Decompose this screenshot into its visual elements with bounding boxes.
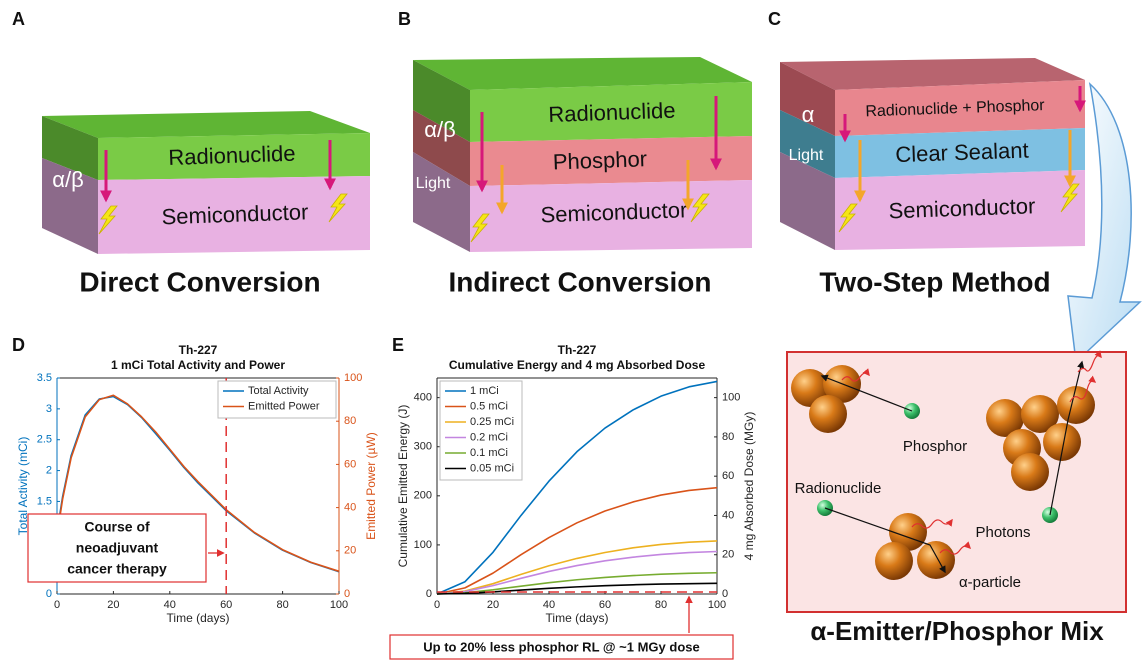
x-tick-label: 40 — [164, 599, 176, 611]
y2-axis-label: 4 mg Absorbed Dose (MGy) — [742, 412, 756, 561]
legend-label: 0.05 mCi — [470, 462, 514, 474]
layer-label: Semiconductor — [540, 197, 688, 227]
annotation: Up to 20% less phosphor RL @ ~1 MGy dose — [423, 639, 699, 654]
annotation: Course of — [84, 519, 150, 535]
layer-label: Clear Sealant — [895, 137, 1029, 167]
y-tick-label: 3 — [46, 403, 52, 415]
mix-label: Phosphor — [903, 438, 967, 455]
panel-letter: B — [398, 9, 411, 29]
side-label: α — [802, 102, 815, 127]
y2-tick-label: 60 — [722, 470, 734, 482]
panel-letter: C — [768, 9, 781, 29]
annotation: neoadjuvant — [76, 540, 159, 556]
layer-label: Radionuclide — [168, 141, 296, 170]
y-tick-label: 300 — [414, 441, 432, 453]
y2-tick-label: 80 — [344, 415, 356, 427]
legend-label: 0.1 mCi — [470, 447, 508, 459]
legend-label: Total Activity — [248, 385, 309, 397]
y-tick-label: 3.5 — [37, 372, 52, 384]
x-tick-label: 60 — [599, 599, 611, 611]
x-tick-label: 80 — [276, 599, 288, 611]
caption: Two-Step Method — [819, 266, 1050, 297]
panel-letter: A — [12, 9, 25, 29]
layer-label: Radionuclide — [548, 98, 676, 127]
x-tick-label: 60 — [220, 599, 232, 611]
y2-tick-label: 80 — [722, 431, 734, 443]
side-label: α/β — [52, 167, 84, 192]
y2-tick-label: 20 — [722, 549, 734, 561]
legend-label: Emitted Power — [248, 400, 320, 412]
legend-label: 0.25 mCi — [470, 416, 514, 428]
side-label: α/β — [424, 117, 456, 142]
chart-subtitle: 1 mCi Total Activity and Power — [111, 358, 285, 372]
panel-letter: D — [12, 335, 25, 355]
y-tick-label: 100 — [414, 539, 432, 551]
y-tick-label: 1.5 — [37, 495, 52, 507]
layer-label: Semiconductor — [888, 193, 1036, 223]
layer-label: Semiconductor — [161, 199, 309, 229]
x-tick-label: 100 — [330, 599, 348, 611]
y-tick-label: 400 — [414, 392, 432, 404]
chart-title: Th-227 — [179, 343, 218, 357]
annotation: cancer therapy — [67, 561, 167, 577]
side-label: Light — [416, 175, 451, 192]
figure: A Radionuclide Semiconductor α/β Direct … — [0, 0, 1145, 661]
layer-label: Phosphor — [552, 146, 647, 174]
legend-label: 0.2 mCi — [470, 431, 508, 443]
x-tick-label: 0 — [434, 599, 440, 611]
chart-subtitle: Cumulative Energy and 4 mg Absorbed Dose — [449, 358, 706, 372]
y-tick-label: 2.5 — [37, 434, 52, 446]
x-tick-label: 20 — [487, 599, 499, 611]
y2-axis-label: Emitted Power (µW) — [364, 432, 378, 540]
x-tick-label: 80 — [655, 599, 667, 611]
y-tick-label: 0 — [426, 588, 432, 600]
chart-title: Th-227 — [558, 343, 597, 357]
x-tick-label: 40 — [543, 599, 555, 611]
y-tick-label: 200 — [414, 490, 432, 502]
mix-label: Photons — [975, 524, 1030, 541]
y-tick-label: 2 — [46, 464, 52, 476]
caption: α-Emitter/Phosphor Mix — [810, 616, 1104, 646]
x-tick-label: 0 — [54, 599, 60, 611]
y2-tick-label: 20 — [344, 545, 356, 557]
y2-tick-label: 0 — [722, 588, 728, 600]
x-axis-label: Time (days) — [167, 611, 230, 625]
y2-tick-label: 60 — [344, 458, 356, 470]
mix-label: Radionuclide — [795, 480, 882, 497]
y2-tick-label: 40 — [344, 502, 356, 514]
side-label: Light — [789, 147, 824, 164]
x-axis-label: Time (days) — [546, 611, 609, 625]
x-tick-label: 20 — [107, 599, 119, 611]
y2-tick-label: 100 — [722, 392, 740, 404]
caption: Direct Conversion — [79, 266, 320, 297]
legend-label: 1 mCi — [470, 385, 499, 397]
series-line — [437, 488, 717, 594]
legend-label: 0.5 mCi — [470, 400, 508, 412]
y2-tick-label: 40 — [722, 509, 734, 521]
mix-label: α-particle — [959, 574, 1021, 591]
caption: Indirect Conversion — [449, 266, 712, 297]
y-tick-label: 0 — [46, 588, 52, 600]
panel-letter: E — [392, 335, 404, 355]
y2-tick-label: 100 — [344, 372, 362, 384]
device-a — [42, 111, 370, 254]
y-axis-label: Cumulative Emitted Energy (J) — [396, 405, 410, 568]
x-tick-label: 100 — [708, 599, 726, 611]
y2-tick-label: 0 — [344, 588, 350, 600]
